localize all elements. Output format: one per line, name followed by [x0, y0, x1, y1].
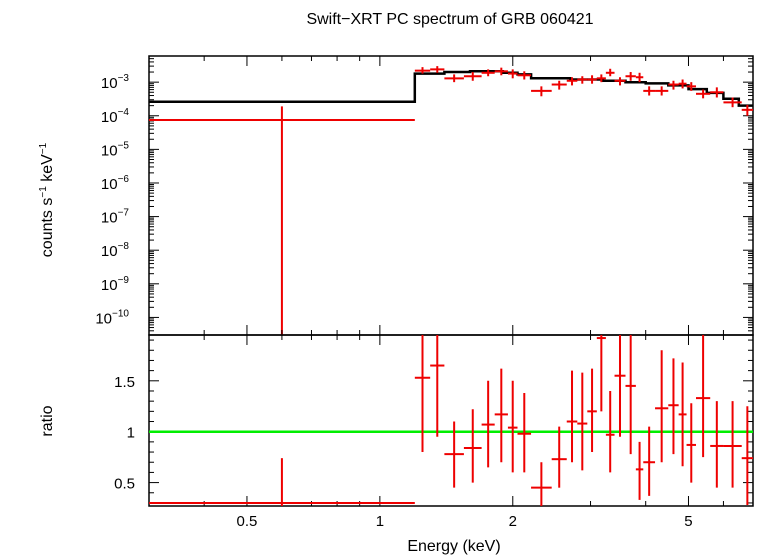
ratio-panel: 0.5 1 2 5 0.5 1 1.5: [114, 325, 754, 530]
y-tick-label: 0.5: [114, 476, 135, 493]
ratio-data-point: [566, 370, 578, 463]
ratio-data-point: [655, 350, 669, 463]
x-tick-label: 1: [376, 513, 384, 530]
ratio-data-point: [614, 335, 626, 437]
ratio-data-point: [577, 372, 588, 471]
ratio-data-point: [481, 380, 495, 468]
x-tick-label: 0.5: [237, 513, 258, 530]
spectrum-data-point: [517, 71, 532, 80]
spectrum-data-point: [444, 74, 464, 83]
y-tick-label: 10−10: [95, 308, 129, 327]
spectrum-data-point: [686, 82, 697, 91]
y-tick-exponent: −5: [118, 140, 130, 151]
ratio-data-point: [678, 362, 687, 467]
y-tick-label: 10−4: [101, 107, 130, 126]
ratio-data-point: [643, 426, 656, 496]
spectrum-data-point: [551, 80, 567, 90]
y-tick-exponent: −7: [118, 208, 130, 219]
chart-title: Swift−XRT PC spectrum of GRB 060421: [306, 11, 593, 28]
y-tick-label: 10−7: [101, 208, 130, 227]
spectrum-data-point: [605, 68, 615, 77]
ratio-data-point: [531, 462, 552, 506]
x-tick-label: 2: [509, 513, 517, 530]
spectrum-data-point: [696, 89, 711, 99]
spectrum-data-point: [710, 87, 724, 98]
x-tick-label: 5: [684, 513, 692, 530]
spectrum-data-point: [481, 69, 495, 77]
ratio-data-point: [723, 401, 742, 488]
ratio-data-point: [507, 380, 518, 473]
spectrum-data-point: [625, 72, 636, 81]
y-tick-exponent: −4: [118, 107, 130, 118]
ratio-data-point: [696, 335, 711, 458]
spectrum-data-point: [678, 79, 687, 89]
model-line: [149, 70, 753, 107]
ratio-data-point: [686, 403, 697, 483]
spectrum-data-point: [655, 86, 669, 96]
ratio-data-point: [414, 335, 431, 453]
y-tick-exponent: −6: [118, 174, 130, 185]
y-tick-label: 10−6: [101, 174, 130, 193]
y-label-mid: keV: [39, 154, 56, 186]
ratio-data-point: [517, 393, 532, 473]
spectrum-y-axis-label: counts s−1 keV−1: [38, 142, 56, 257]
y-tick-label: 10−9: [101, 275, 130, 294]
spectrum-data-point: [587, 75, 597, 84]
y-tick-exponent: −3: [118, 73, 130, 84]
ratio-data-point: [710, 401, 724, 488]
spectrum-data-point: [614, 77, 626, 86]
y-tick-label: 10−3: [101, 73, 130, 92]
spectrum-data-point: [566, 77, 578, 86]
spectrum-data-point: [635, 72, 644, 83]
spectrum-data-point: [531, 86, 552, 97]
spectrum-data-point: [596, 74, 606, 83]
ratio-y-axis-label: ratio: [39, 405, 56, 436]
ratio-data-point: [605, 390, 615, 473]
y-tick-label: 10−8: [101, 241, 130, 260]
ratio-frame: [148, 334, 754, 507]
spectrum-data-point: [577, 76, 588, 84]
spectrum-data-point: [723, 97, 742, 108]
spectrum-frame: [148, 55, 754, 336]
y-tick-label: 1: [127, 425, 135, 442]
ratio-data-point: [635, 441, 644, 500]
y-tick-exponent: −10: [112, 308, 129, 319]
ratio-data-point: [668, 358, 679, 455]
y-tick-label: 10−5: [101, 140, 130, 159]
spectrum-data-point: [463, 72, 482, 81]
spectrum-data-point: [507, 69, 518, 79]
spectrum-data-point: [741, 104, 753, 116]
spectrum-data-point: [643, 86, 656, 96]
ratio-data-point: [430, 335, 445, 437]
spectrum-panel: 10−3 10−4 10−5 10−6 10−7 10−8 10−9 10−10: [95, 55, 754, 336]
ratio-data-point: [444, 421, 464, 488]
y-tick-exponent: −8: [118, 241, 130, 252]
ratio-data-point: [149, 458, 415, 506]
ratio-data-point: [494, 368, 508, 463]
x-axis-label: Energy (keV): [407, 538, 500, 555]
y-label-exp2: −1: [38, 142, 49, 154]
ratio-data-point: [596, 335, 606, 412]
y-tick-exponent: −9: [118, 275, 130, 286]
spectrum-data-point: [494, 67, 508, 76]
spectrum-data-point: [414, 67, 431, 74]
y-tick-label: 1.5: [114, 374, 135, 391]
ratio-data-point: [463, 409, 482, 483]
ratio-data-point: [551, 426, 567, 488]
spectrum-data-point: [668, 80, 679, 90]
ratio-data-point: [741, 406, 753, 505]
spectrum-data-point: [149, 106, 415, 335]
y-label-base: counts s: [39, 198, 56, 258]
y-label-exp1: −1: [38, 186, 49, 198]
ratio-data-point: [625, 335, 636, 455]
spectrum-data-point: [430, 66, 445, 73]
ratio-data-point: [587, 368, 597, 453]
